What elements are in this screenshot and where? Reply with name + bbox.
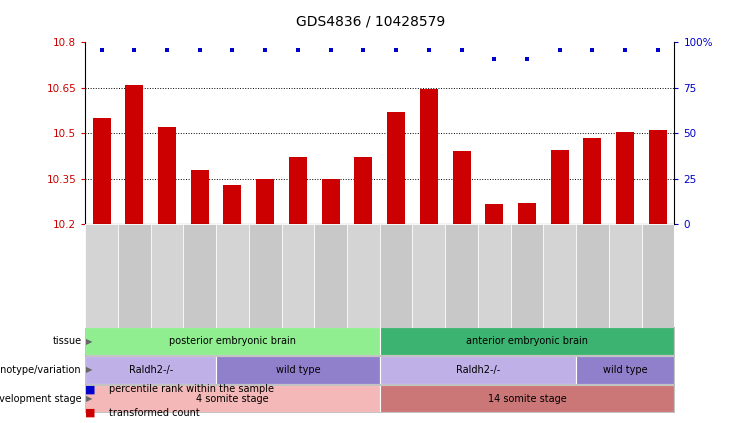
Text: genotype/variation: genotype/variation <box>0 365 82 375</box>
Bar <box>642 224 674 328</box>
Bar <box>347 42 379 224</box>
Text: wild type: wild type <box>603 365 648 375</box>
Text: ▶: ▶ <box>86 365 93 374</box>
Bar <box>118 42 150 224</box>
Text: Raldh2-/-: Raldh2-/- <box>456 365 500 375</box>
Bar <box>183 42 216 224</box>
Text: ■: ■ <box>85 384 96 394</box>
Bar <box>609 224 642 328</box>
Bar <box>445 224 478 328</box>
Text: anterior embryonic brain: anterior embryonic brain <box>466 336 588 346</box>
Bar <box>453 151 471 224</box>
Bar <box>282 42 314 224</box>
Bar <box>609 42 642 224</box>
Bar <box>93 118 110 224</box>
Bar <box>649 130 667 224</box>
Bar <box>379 327 674 355</box>
Bar <box>518 203 536 224</box>
Bar <box>617 132 634 224</box>
Bar <box>216 356 379 384</box>
Text: wild type: wild type <box>276 365 320 375</box>
Bar <box>379 385 674 412</box>
Text: ■: ■ <box>85 407 96 418</box>
Text: development stage: development stage <box>0 394 82 404</box>
Text: 4 somite stage: 4 somite stage <box>196 394 269 404</box>
Bar <box>289 157 307 224</box>
Bar <box>511 224 543 328</box>
Bar <box>118 224 150 328</box>
Text: ▶: ▶ <box>86 394 93 403</box>
Bar <box>249 224 282 328</box>
Bar <box>85 356 216 384</box>
Bar <box>216 42 249 224</box>
Bar <box>379 224 413 328</box>
Bar <box>379 42 413 224</box>
Bar <box>314 224 347 328</box>
Bar <box>543 42 576 224</box>
Bar <box>551 150 569 224</box>
Text: posterior embryonic brain: posterior embryonic brain <box>169 336 296 346</box>
Bar <box>150 224 184 328</box>
Bar <box>85 385 380 412</box>
Bar <box>511 42 543 224</box>
Bar <box>413 42 445 224</box>
Bar <box>347 224 379 328</box>
Bar <box>413 224 445 328</box>
Bar <box>216 224 249 328</box>
Bar <box>576 356 674 384</box>
Bar <box>576 224 609 328</box>
Bar <box>85 224 118 328</box>
Bar <box>224 185 242 224</box>
Bar <box>85 42 118 224</box>
Bar <box>576 42 609 224</box>
Bar <box>314 42 347 224</box>
Bar <box>485 204 503 224</box>
Bar <box>322 179 339 224</box>
Bar <box>354 157 373 224</box>
Text: percentile rank within the sample: percentile rank within the sample <box>109 384 274 394</box>
Text: GDS4836 / 10428579: GDS4836 / 10428579 <box>296 15 445 29</box>
Bar <box>85 327 380 355</box>
Bar <box>478 224 511 328</box>
Bar <box>190 170 209 224</box>
Bar <box>150 42 184 224</box>
Bar <box>379 356 576 384</box>
Text: ▶: ▶ <box>86 337 93 346</box>
Text: Raldh2-/-: Raldh2-/- <box>128 365 173 375</box>
Text: 14 somite stage: 14 somite stage <box>488 394 566 404</box>
Bar <box>543 224 576 328</box>
Bar <box>249 42 282 224</box>
Text: tissue: tissue <box>53 336 82 346</box>
Bar <box>387 112 405 224</box>
Bar <box>642 42 674 224</box>
Bar <box>125 85 143 224</box>
Bar <box>478 42 511 224</box>
Bar <box>445 42 478 224</box>
Bar <box>256 179 274 224</box>
Bar <box>158 127 176 224</box>
Bar <box>183 224 216 328</box>
Bar <box>282 224 314 328</box>
Bar <box>420 89 438 224</box>
Bar <box>583 138 602 224</box>
Text: transformed count: transformed count <box>109 407 199 418</box>
